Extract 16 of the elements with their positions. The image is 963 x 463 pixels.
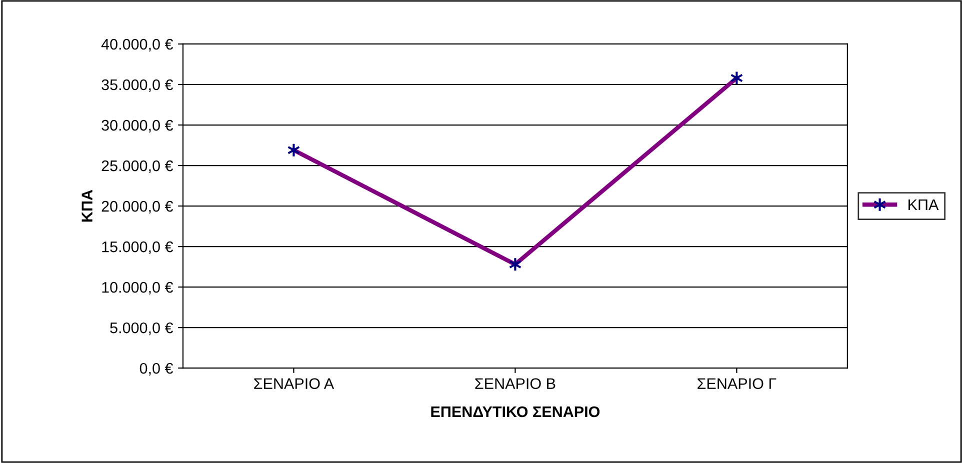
x-tick-label: ΣΕΝΑΡΙΟ Β (475, 378, 556, 390)
y-tick-label: 0,0 € (140, 362, 174, 376)
y-tick-label: 10.000,0 € (102, 282, 174, 295)
y-axis-title: ΚΠΑ (82, 190, 92, 222)
y-tick-label: 30.000,0 € (102, 120, 174, 132)
legend-label: ΚΠΑ (908, 199, 939, 210)
y-tick-label: 25.000,0 € (102, 160, 174, 174)
y-tick-label: 40.000,0 € (101, 38, 174, 52)
x-tick-label: ΣΕΝΑΡΙΟ Α (254, 378, 334, 390)
y-tick-label: 5.000,0 € (110, 322, 174, 336)
y-tick-label: 35.000,0 € (102, 79, 174, 92)
y-tick-label: 15.000,0 € (102, 241, 174, 254)
point (287, 142, 300, 158)
x-axis-title: ΕΠΕΝΔΥΤΙΚΟ ΣΕΝΑΡΙΟ (431, 406, 600, 418)
y-tick-label: 20.000,0 € (102, 200, 174, 214)
x-tick-label: ΣΕΝΑΡΙΟ Γ (698, 378, 776, 390)
